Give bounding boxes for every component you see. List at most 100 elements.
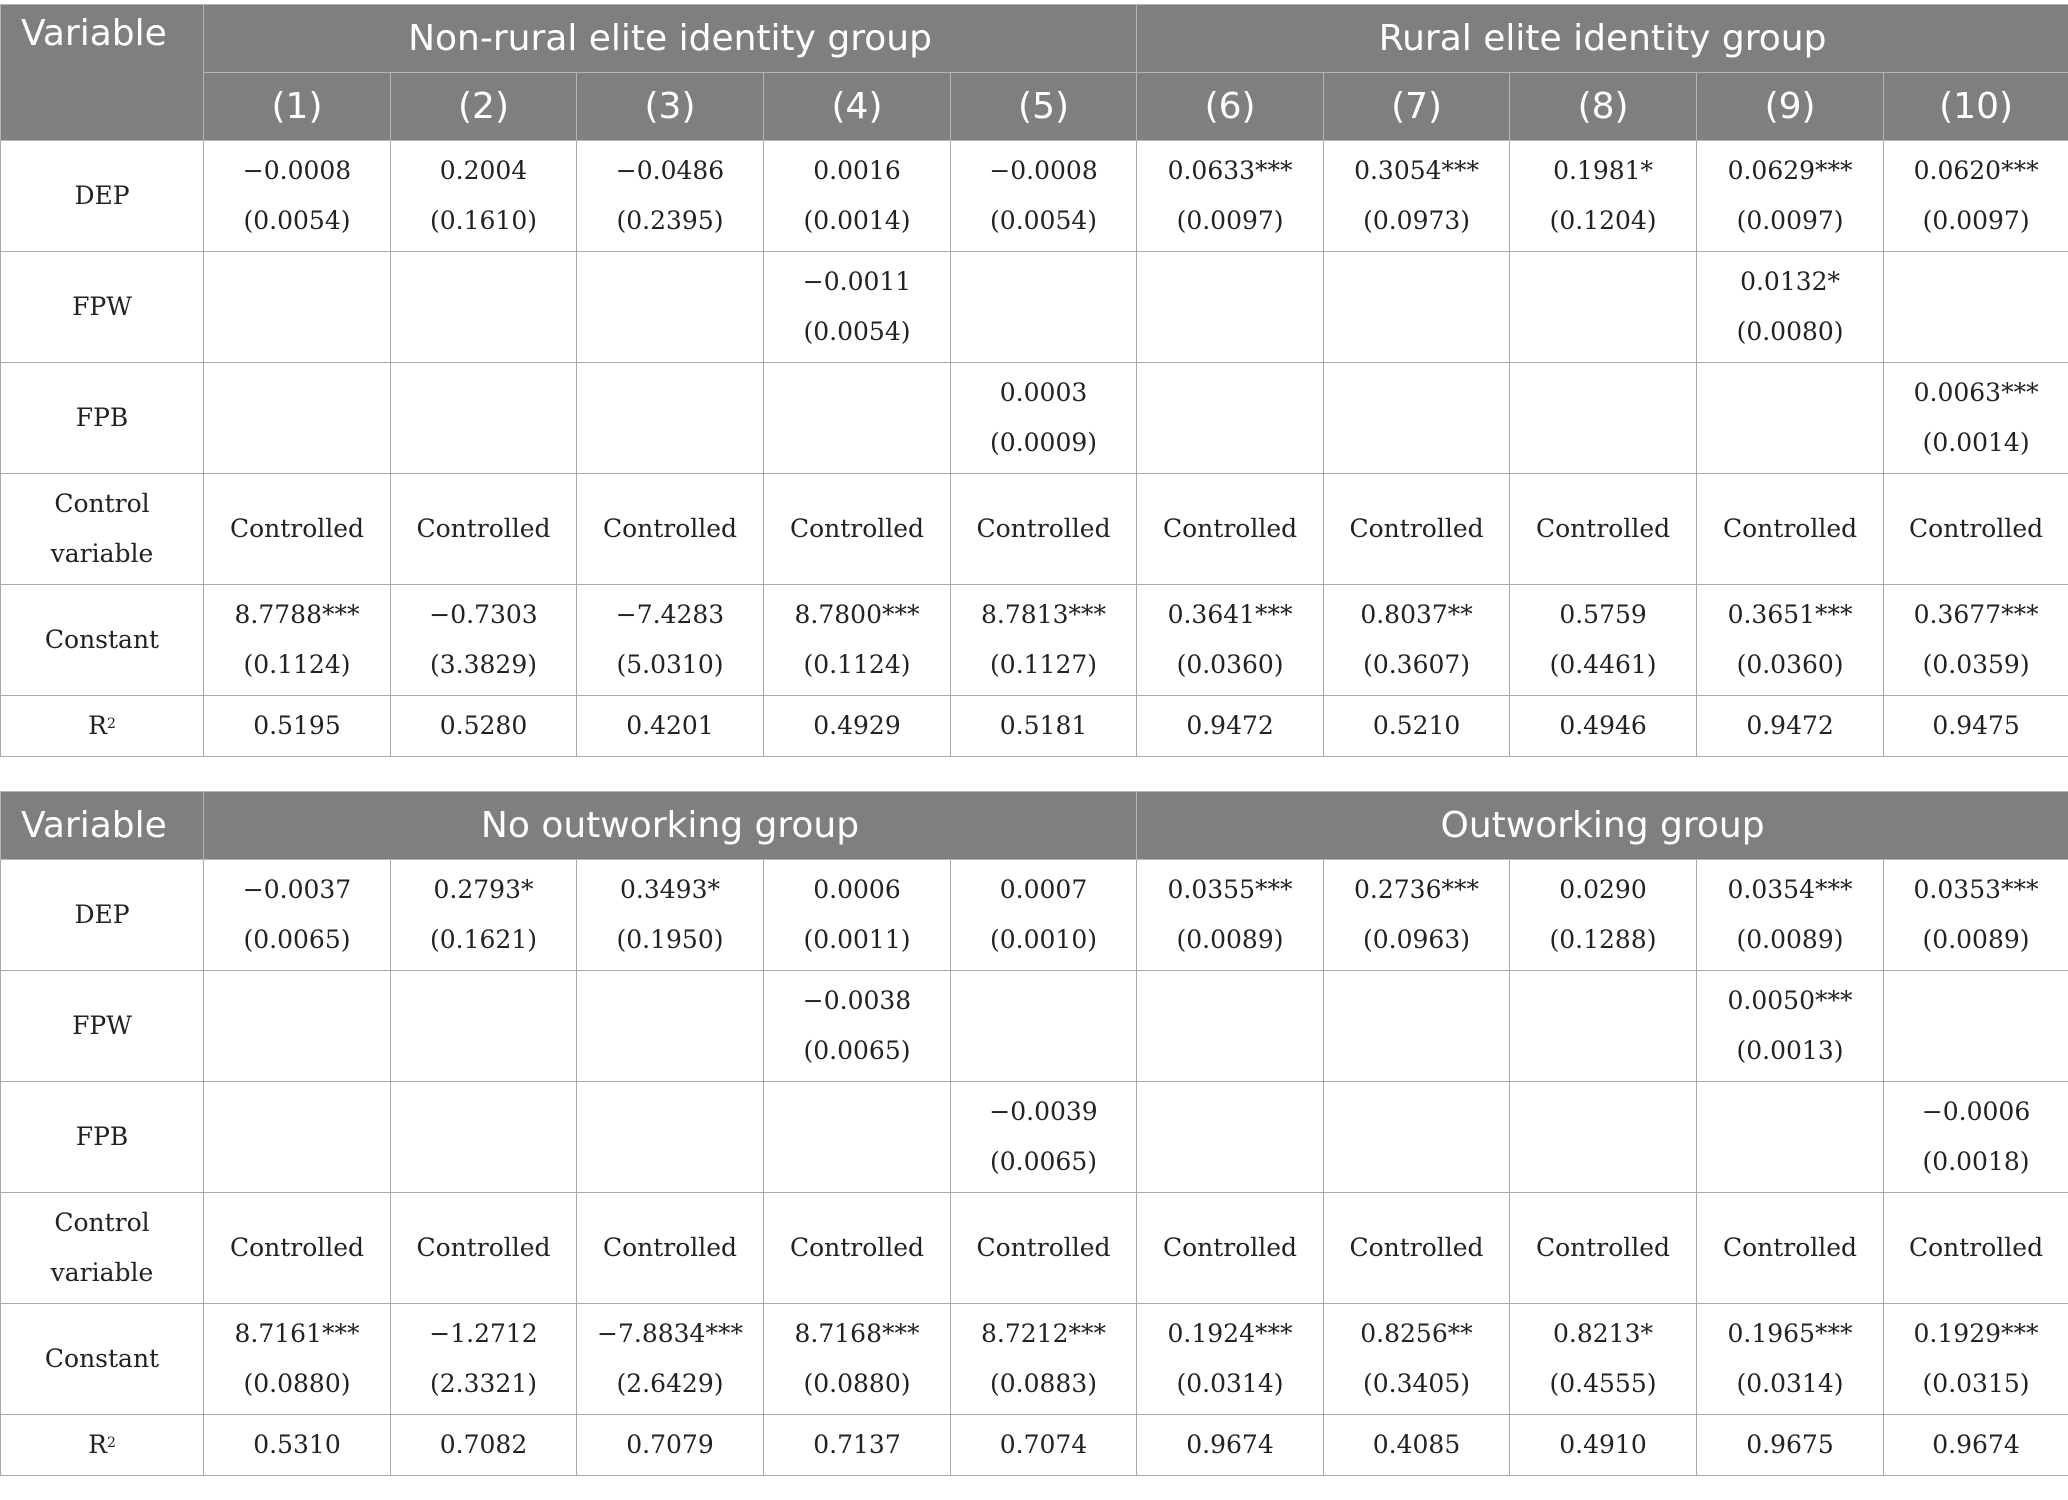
coefficient: 0.0620*** [1913, 156, 2039, 185]
table-cell: Controlled [1696, 473, 1885, 585]
r-squared-value: 0.7082 [390, 1414, 577, 1476]
table-cell: Controlled [950, 1192, 1137, 1304]
standard-error: (0.0315) [1922, 1369, 2030, 1398]
r-squared-value: 0.5310 [203, 1414, 391, 1476]
table-cell [1323, 362, 1511, 474]
standard-error: (0.0880) [803, 1369, 911, 1398]
coefficient: Controlled [416, 1233, 551, 1262]
coefficient: 8.7800*** [794, 600, 920, 629]
table-cell: 0.3641*** (0.0360) [1136, 584, 1325, 696]
coefficient: 0.0063*** [1913, 378, 2039, 407]
table-cell [1323, 251, 1511, 363]
standard-error: (0.0359) [1922, 650, 2030, 679]
standard-error: (0.0018) [1922, 1147, 2030, 1176]
table-cell: Controlled [576, 473, 764, 585]
r-squared-value: 0.4201 [576, 695, 764, 757]
row-label: DEP [0, 859, 204, 971]
table-cell: Controlled [390, 473, 577, 585]
coefficient: −0.0006 [1921, 1097, 2031, 1126]
r-squared-value: 0.7074 [950, 1414, 1137, 1476]
variable-header: Variable [0, 791, 204, 860]
coefficient: Controlled [602, 1233, 738, 1262]
table-cell: 0.0063*** (0.0014) [1883, 362, 2068, 474]
coefficient: 0.1929*** [1913, 1319, 2039, 1348]
table-row: FPW −0.0011 (0.0054) 0.0132* (0.0080) [0, 251, 2068, 363]
table-cell [203, 970, 391, 1082]
coefficient: −0.0038 [802, 986, 912, 1015]
coefficient: −0.0008 [242, 156, 352, 185]
standard-error: (5.0310) [616, 650, 724, 679]
coefficient: 0.0132* [1740, 267, 1841, 296]
standard-error: (0.0089) [1922, 925, 2030, 954]
table-cell [390, 1081, 577, 1193]
table-cell [576, 362, 764, 474]
r-squared-value: 0.5195 [203, 695, 391, 757]
standard-error: (0.0097) [1922, 206, 2030, 235]
table-row: Control variable Controlled Controlled Contr… [0, 473, 2068, 585]
coefficient: −7.8834*** [597, 1319, 743, 1348]
r-squared-value: 0.9674 [1136, 1414, 1324, 1476]
r-squared-value: 0.9674 [1882, 1414, 2068, 1476]
coefficient: 0.1965*** [1727, 1319, 1853, 1348]
table-cell [576, 1081, 764, 1193]
coefficient: 0.2004 [439, 156, 528, 185]
table-cell: 0.0290 (0.1288) [1509, 859, 1697, 971]
table-cell: 0.1924*** (0.0314) [1136, 1303, 1324, 1415]
coefficient: 0.0003 [999, 378, 1088, 407]
table-cell: 8.7800*** (0.1124) [763, 584, 951, 696]
row-label-line: variable [50, 1258, 154, 1287]
table-cell: 8.7168*** (0.0880) [763, 1303, 951, 1415]
coefficient: 0.0050*** [1727, 986, 1853, 1015]
table-cell: −0.0008 (0.0054) [949, 140, 1138, 252]
coefficient: 0.0629*** [1727, 156, 1853, 185]
coefficient: Controlled [1349, 1233, 1484, 1262]
table-cell: 0.3054*** (0.0973) [1323, 140, 1511, 252]
row-label: FPW [0, 970, 204, 1082]
standard-error: (0.0014) [1922, 428, 2030, 457]
r-squared-value: 0.5181 [949, 695, 1138, 757]
table-cell [203, 362, 391, 474]
standard-error: (0.4555) [1549, 1369, 1657, 1398]
table-row: DEP −0.0008 (0.0054) 0.2004 (0.1610) −0.0486 (… [0, 140, 2068, 252]
table-cell [950, 970, 1137, 1082]
coefficient: −0.7303 [429, 600, 538, 629]
table-cell: 0.0620*** (0.0097) [1883, 140, 2068, 252]
coefficient: 0.1924*** [1167, 1319, 1293, 1348]
coefficient: 0.2736*** [1354, 875, 1479, 904]
table-cell: −0.0486 (0.2395) [576, 140, 764, 252]
standard-error: (0.0054) [243, 206, 351, 235]
table-cell: 0.8256** (0.3405) [1323, 1303, 1510, 1415]
standard-error: (0.0883) [990, 1369, 1097, 1398]
coefficient: 8.7161*** [234, 1319, 360, 1348]
table-cell: −0.0038 (0.0065) [763, 970, 951, 1082]
standard-error: (0.0009) [990, 428, 1098, 457]
standard-error: (0.1124) [803, 650, 911, 679]
coefficient: −0.0037 [242, 875, 352, 904]
coefficient: 0.0355*** [1167, 875, 1293, 904]
standard-error: (2.3321) [430, 1369, 537, 1398]
table-cell: 0.0050*** (0.0013) [1696, 970, 1884, 1082]
table-cell: 0.3651*** (0.0360) [1696, 584, 1885, 696]
table-cell [1136, 970, 1324, 1082]
standard-error: (0.0089) [1736, 925, 1844, 954]
table-cell [1696, 1081, 1884, 1193]
row-label-line: Control [54, 489, 150, 518]
table-cell: 8.7161*** (0.0880) [203, 1303, 391, 1415]
standard-error: (0.1610) [430, 206, 537, 235]
coefficient: 0.3493* [620, 875, 720, 904]
table-cell: 0.0354*** (0.0089) [1696, 859, 1884, 971]
coefficient: 8.7813*** [981, 600, 1107, 629]
table-cell: −0.0006 (0.0018) [1882, 1081, 2068, 1193]
r-squared-superscript: 2 [106, 716, 116, 732]
r-squared-value: 0.5280 [390, 695, 577, 757]
table-cell [576, 251, 764, 363]
table-cell: −0.0008 (0.0054) [203, 140, 391, 252]
row-label-line: DEP [74, 181, 130, 210]
coefficient: 0.8256** [1360, 1319, 1473, 1348]
column-header: (3) [576, 72, 764, 141]
standard-error: (0.0065) [243, 925, 351, 954]
column-header: (9) [1696, 72, 1885, 141]
table-cell: Controlled [203, 1192, 391, 1304]
standard-error: (2.6429) [616, 1369, 724, 1398]
table-body: DEP −0.0037 (0.0065) 0.2793* (0.1621) 0.3493*… [0, 859, 2068, 1476]
